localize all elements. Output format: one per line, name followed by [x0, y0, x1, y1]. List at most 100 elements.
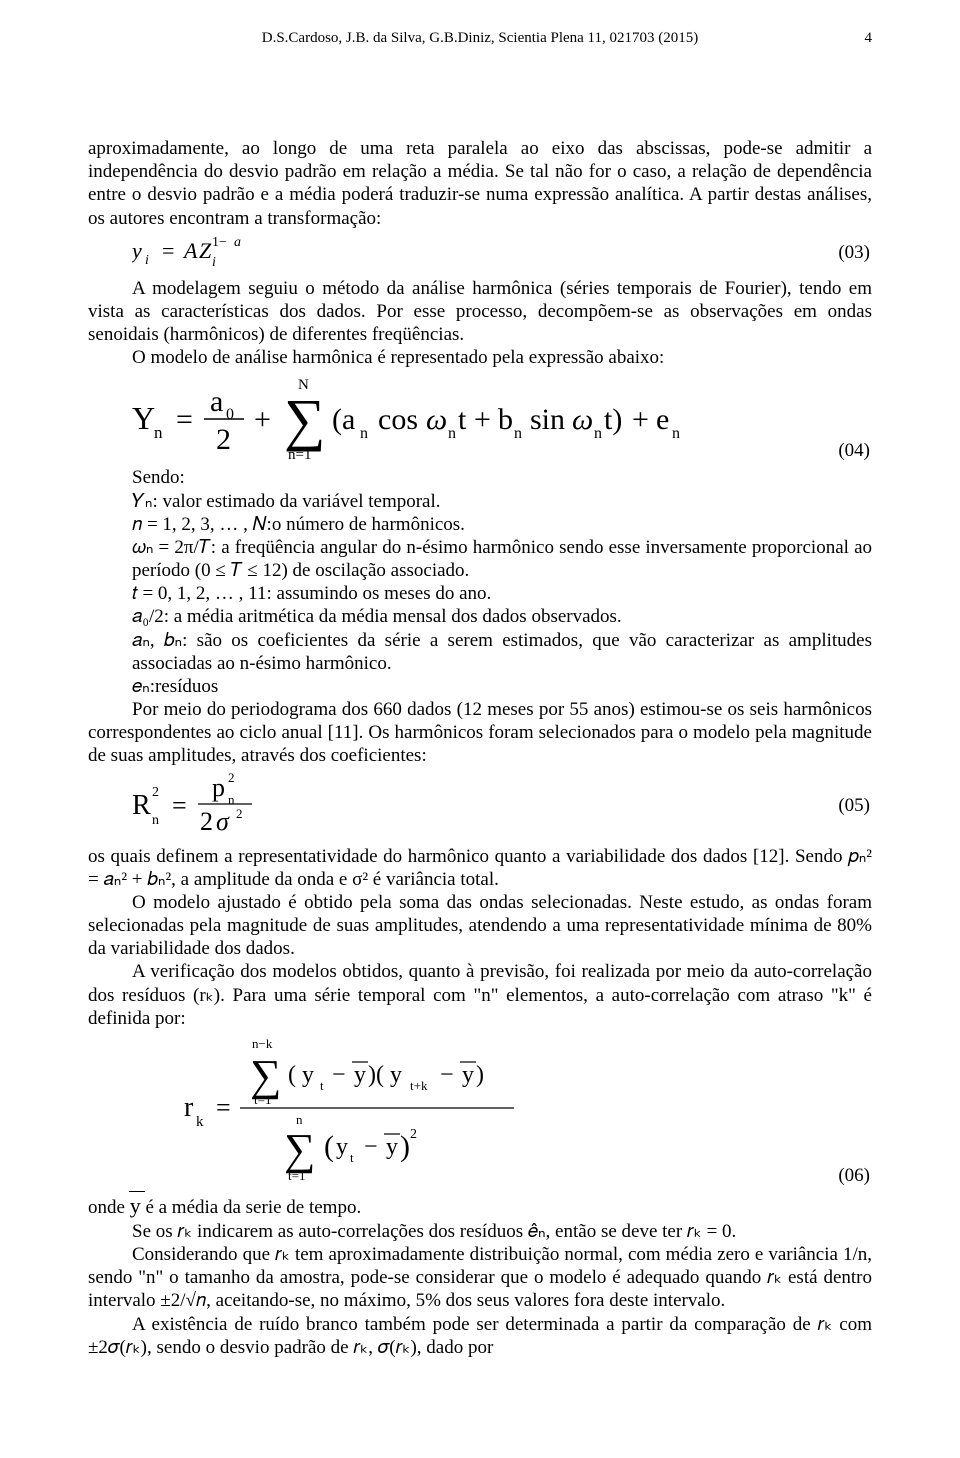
- paragraph-7: A verificação dos modelos obtidos, quant…: [88, 960, 872, 1030]
- paragraph-3: O modelo de análise harmônica é represen…: [88, 346, 872, 369]
- svg-text:2: 2: [236, 806, 243, 821]
- svg-text:N: N: [298, 377, 309, 393]
- equation-04: Y n = a 0 2 + ∑ N n=1 (a n cos ω n: [132, 375, 692, 466]
- equation-03: y i = A Z i 1− a: [132, 234, 282, 273]
- sendo-label: Sendo:: [88, 466, 872, 489]
- svg-text:a: a: [234, 235, 241, 250]
- svg-text:t: t: [458, 403, 467, 436]
- page-number: 4: [865, 30, 873, 47]
- svg-text:sin: sin: [530, 403, 565, 436]
- equation-03-row: y i = A Z i 1− a (03): [88, 234, 872, 273]
- svg-text:2: 2: [216, 423, 231, 456]
- paragraph-10: Considerando que 𝑟ₖ tem aproximadamente …: [88, 1243, 872, 1313]
- svg-text:y: y: [386, 1134, 398, 1160]
- def-7: 𝑒ₙ:resíduos: [88, 675, 872, 698]
- svg-text:2: 2: [228, 772, 235, 785]
- svg-text:ω: ω: [426, 403, 447, 436]
- p8-suffix: é a média da serie de tempo.: [141, 1197, 362, 1218]
- equation-04-number: (04): [838, 440, 872, 466]
- page-container: D.S.Cardoso, J.B. da Silva, G.B.Diniz, S…: [0, 0, 960, 1399]
- svg-text:y: y: [462, 1062, 474, 1088]
- equation-05: R 2 n = p 2 n 2 σ 2: [132, 772, 302, 841]
- svg-text:−: −: [332, 1062, 346, 1088]
- def-4: 𝑡 = 0, 1, 2, … , 11: assumindo os meses …: [88, 582, 872, 605]
- svg-text:(a: (a: [332, 403, 355, 436]
- paragraph-9: Se os 𝑟ₖ indicarem as auto-correlações d…: [88, 1220, 872, 1243]
- svg-text:=: =: [216, 1093, 231, 1122]
- def-5: 𝑎₀/2: a média aritmética da média mensal…: [88, 605, 872, 628]
- def-6: 𝑎ₙ, 𝑏ₙ: são os coeficientes da série a s…: [88, 629, 872, 675]
- paragraph-6: O modelo ajustado é obtido pela soma das…: [88, 891, 872, 961]
- svg-text:=: =: [162, 238, 174, 263]
- equation-04-row: Y n = a 0 2 + ∑ N n=1 (a n cos ω n: [88, 375, 872, 466]
- svg-text:n: n: [594, 425, 602, 442]
- svg-text:n: n: [152, 813, 159, 828]
- svg-text:t: t: [320, 1078, 324, 1093]
- paragraph-1: aproximadamente, ao longo de uma reta pa…: [88, 137, 872, 230]
- running-head: D.S.Cardoso, J.B. da Silva, G.B.Diniz, S…: [88, 30, 872, 47]
- def-1: 𝑌ₙ: valor estimado da variável temporal.: [88, 490, 872, 513]
- svg-text:i: i: [212, 255, 216, 268]
- svg-text:n: n: [154, 423, 163, 442]
- svg-text:t+k: t+k: [410, 1078, 428, 1093]
- svg-text:−: −: [440, 1062, 454, 1088]
- svg-text:=: =: [176, 403, 193, 436]
- svg-text:i: i: [145, 253, 149, 268]
- svg-text:n: n: [672, 425, 680, 442]
- equation-05-number: (05): [838, 795, 872, 817]
- svg-text:b: b: [498, 403, 513, 436]
- svg-text:t=1: t=1: [288, 1168, 305, 1183]
- svg-text:y: y: [336, 1134, 348, 1160]
- svg-text:A: A: [182, 238, 198, 263]
- svg-text:n: n: [228, 792, 235, 807]
- svg-text:−: −: [364, 1134, 378, 1160]
- running-head-text: D.S.Cardoso, J.B. da Silva, G.B.Diniz, S…: [262, 30, 699, 46]
- svg-text:y: y: [132, 238, 142, 263]
- svg-text:r: r: [184, 1092, 194, 1123]
- svg-text:+: +: [474, 403, 491, 436]
- paragraph-8: onde y é a média da serie de tempo.: [88, 1193, 872, 1220]
- svg-text:): ): [476, 1062, 484, 1088]
- svg-text:n: n: [296, 1112, 303, 1127]
- svg-text:(: (: [324, 1130, 334, 1163]
- svg-text:n=1: n=1: [288, 447, 311, 461]
- svg-text:t): t): [604, 403, 622, 436]
- svg-text:e: e: [656, 403, 669, 436]
- svg-text:t=1: t=1: [254, 1092, 271, 1107]
- svg-text:)( y: )( y: [368, 1062, 402, 1088]
- svg-text:∑: ∑: [284, 1125, 315, 1174]
- svg-text:σ: σ: [216, 807, 230, 836]
- svg-text:Y: Y: [132, 400, 155, 436]
- paragraph-4: Por meio do periodograma dos 660 dados (…: [88, 698, 872, 768]
- equation-03-number: (03): [838, 242, 872, 264]
- svg-text:a: a: [210, 385, 223, 418]
- svg-text:+: +: [632, 403, 649, 436]
- svg-text:2: 2: [410, 1127, 417, 1142]
- svg-text:2: 2: [152, 785, 159, 800]
- paragraph-5: os quais definem a representatividade do…: [88, 845, 872, 891]
- svg-text:): ): [400, 1130, 410, 1163]
- svg-text:n: n: [514, 425, 522, 442]
- svg-text:+: +: [254, 403, 271, 436]
- svg-text:1−: 1−: [212, 235, 227, 250]
- equation-06: r k = ∑ n−k t=1 ( y t − y )( y t+k − y: [184, 1034, 524, 1189]
- equation-06-number: (06): [838, 1165, 872, 1189]
- svg-text:∑: ∑: [284, 387, 325, 452]
- svg-text:2: 2: [200, 807, 213, 836]
- svg-text:R: R: [132, 790, 151, 821]
- def-3: 𝜔ₙ = 2π/𝑇: a freqüência angular do n-ési…: [88, 536, 872, 582]
- paragraph-2: A modelagem seguiu o método da análise h…: [88, 277, 872, 347]
- equation-05-row: R 2 n = p 2 n 2 σ 2 (05): [88, 772, 872, 841]
- svg-text:n: n: [448, 425, 456, 442]
- def-2: 𝑛 = 1, 2, 3, … , 𝑁:o número de harmônico…: [88, 513, 872, 536]
- svg-text:ω: ω: [572, 403, 593, 436]
- svg-text:p: p: [212, 773, 225, 802]
- svg-text:0: 0: [226, 406, 234, 423]
- svg-text:Z: Z: [199, 238, 212, 263]
- svg-text:n: n: [360, 425, 368, 442]
- svg-text:t: t: [350, 1150, 354, 1165]
- svg-text:k: k: [196, 1114, 204, 1130]
- equation-06-row: r k = ∑ n−k t=1 ( y t − y )( y t+k − y: [88, 1034, 872, 1189]
- svg-text:n−k: n−k: [252, 1036, 273, 1051]
- svg-text:=: =: [172, 791, 187, 820]
